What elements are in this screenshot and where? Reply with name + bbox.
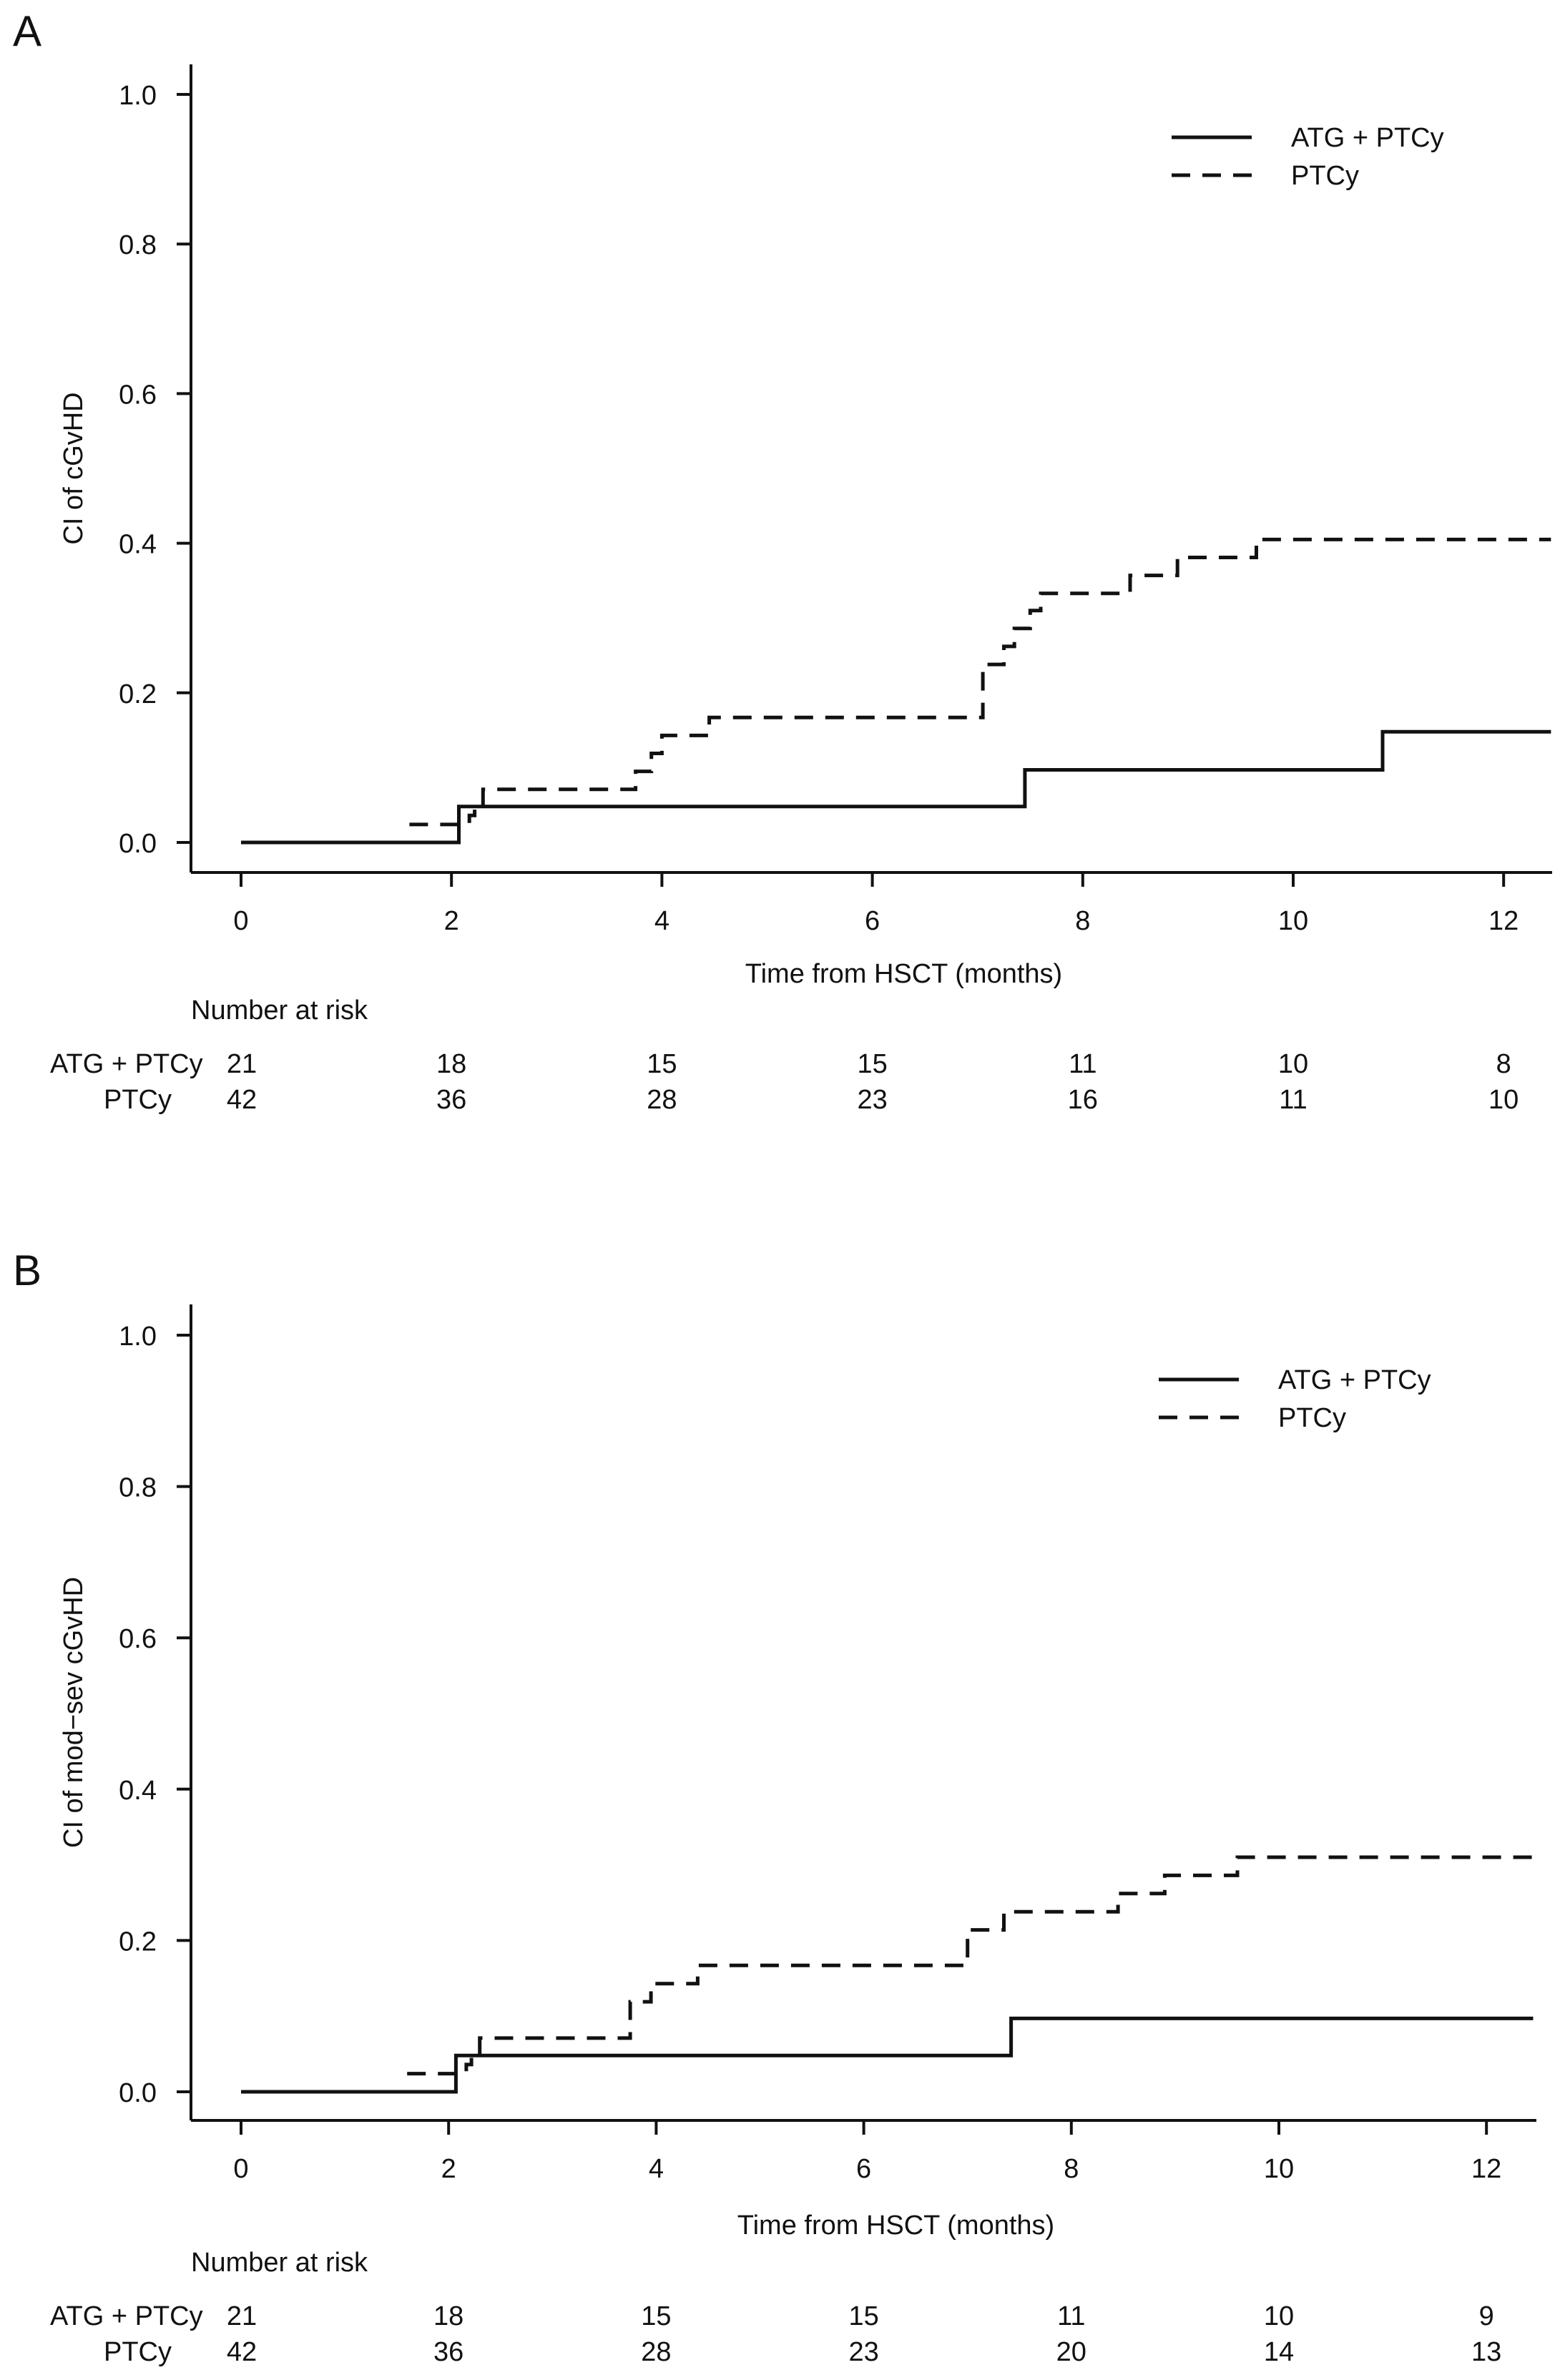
legend-label: ATG + PTCy <box>1291 123 1444 153</box>
risk-value: 23 <box>848 2337 878 2367</box>
risk-value: 10 <box>1264 2301 1294 2331</box>
risk-row-label: PTCy <box>104 2337 172 2367</box>
risk-row-label: ATG + PTCy <box>50 1049 203 1079</box>
x-tick-label: 2 <box>444 906 459 936</box>
risk-value: 15 <box>647 1049 677 1079</box>
risk-value: 11 <box>1069 1049 1097 1079</box>
risk-value: 36 <box>433 2337 463 2367</box>
risk-value: 21 <box>227 1049 257 1079</box>
risk-value: 14 <box>1264 2337 1294 2367</box>
risk-value: 21 <box>227 2301 257 2331</box>
x-tick-label: 8 <box>1064 2154 1079 2184</box>
risk-value: 16 <box>1068 1085 1098 1115</box>
x-tick-label: 4 <box>654 906 669 936</box>
risk-value: 15 <box>641 2301 671 2331</box>
x-tick-label: 2 <box>441 2154 456 2184</box>
chart-panel-a: A 0.0 0.2 0.4 0.6 0.8 1.0 0 2 4 6 8 10 12 Time from HS… <box>13 7 1552 1115</box>
risk-value: 42 <box>227 2337 257 2367</box>
risk-value: 11 <box>1057 2301 1085 2331</box>
series-ptcy-curve <box>407 1855 1534 2076</box>
risk-value: 13 <box>1471 2337 1501 2367</box>
legend-label: PTCy <box>1291 161 1359 191</box>
risk-table-heading: Number at risk <box>191 995 368 1026</box>
x-tick-label: 8 <box>1075 906 1090 936</box>
risk-value: 8 <box>1496 1049 1511 1079</box>
panel-label: A <box>13 7 41 55</box>
x-axis-label: Time from HSCT (months) <box>737 2211 1054 2241</box>
x-axis-label: Time from HSCT (months) <box>745 959 1062 989</box>
y-tick-label: 0.8 <box>119 230 157 260</box>
risk-value: 20 <box>1056 2337 1086 2367</box>
risk-value: 28 <box>641 2337 671 2367</box>
y-axis-label: CI of cGvHD <box>59 392 89 544</box>
risk-value: 9 <box>1479 2301 1494 2331</box>
risk-row-label: PTCy <box>104 1085 172 1115</box>
risk-value: 15 <box>848 2301 878 2331</box>
risk-row-label: ATG + PTCy <box>50 2301 203 2331</box>
legend-label: PTCy <box>1278 1403 1346 1433</box>
y-axis-label: CI of mod−sev cGvHD <box>59 1577 89 1848</box>
risk-value: 23 <box>857 1085 887 1115</box>
x-tick-label: 10 <box>1278 906 1308 936</box>
y-tick-label: 0.0 <box>119 2078 157 2108</box>
risk-value: 18 <box>436 1049 466 1079</box>
risk-value: 28 <box>647 1085 677 1115</box>
x-tick-label: 12 <box>1488 906 1519 936</box>
y-tick-label: 0.2 <box>119 679 157 709</box>
risk-value: 36 <box>436 1085 466 1115</box>
risk-value: 15 <box>857 1049 887 1079</box>
risk-table-heading: Number at risk <box>191 2248 368 2278</box>
x-tick-label: 10 <box>1264 2154 1294 2184</box>
x-tick-label: 12 <box>1471 2154 1501 2184</box>
y-tick-label: 0.4 <box>119 1776 157 1806</box>
series-ptcy-curve <box>409 537 1551 827</box>
y-tick-label: 0.8 <box>119 1473 157 1503</box>
y-tick-label: 0.6 <box>119 1624 157 1654</box>
risk-value: 10 <box>1278 1049 1308 1079</box>
risk-value: 42 <box>227 1085 257 1115</box>
x-tick-label: 4 <box>649 2154 664 2184</box>
x-tick-label: 0 <box>233 2154 248 2184</box>
y-tick-label: 0.6 <box>119 380 157 410</box>
x-tick-label: 6 <box>856 2154 871 2184</box>
series-atg-ptcy-curve <box>241 729 1551 845</box>
risk-value: 11 <box>1279 1085 1307 1115</box>
legend-label: ATG + PTCy <box>1278 1365 1431 1395</box>
risk-value: 18 <box>433 2301 463 2331</box>
series-atg-ptcy-curve <box>241 2016 1534 2094</box>
panel-label: B <box>13 1246 41 1294</box>
chart-panel-b: B 0.0 0.2 0.4 0.6 0.8 1.0 0 2 4 6 8 10 12 Time from HS… <box>13 1246 1536 2367</box>
x-tick-label: 0 <box>233 906 248 936</box>
y-tick-label: 0.2 <box>119 1927 157 1957</box>
y-tick-label: 1.0 <box>119 1322 157 1352</box>
y-tick-label: 0.4 <box>119 530 157 560</box>
x-tick-label: 6 <box>865 906 880 936</box>
y-tick-label: 0.0 <box>119 829 157 859</box>
y-tick-label: 1.0 <box>119 81 157 111</box>
risk-value: 10 <box>1488 1085 1519 1115</box>
